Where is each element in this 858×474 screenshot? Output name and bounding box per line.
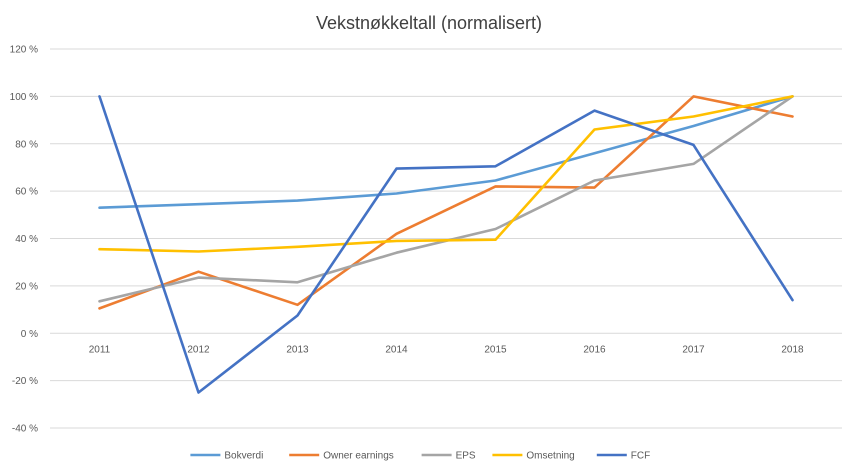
series-line-fcf [98, 95, 794, 394]
x-tick-label: 2018 [781, 344, 804, 355]
x-tick-label: 2016 [583, 344, 606, 355]
series-line-omsetning [98, 95, 794, 253]
gridlines [50, 48, 842, 429]
chart-title: Vekstnøkkeltall (normalisert) [316, 13, 542, 33]
legend-label: Omsetning [526, 451, 574, 462]
x-axis-ticks: 2011 2012 2013 2014 2015 2016 2017 2018 [89, 344, 804, 355]
legend-item: Omsetning [492, 451, 575, 462]
y-axis-ticks: 120 % 100 % 80 % 60 % 40 % 20 % 0 % -20 % -40 % [10, 45, 38, 435]
x-tick-label: 2012 [187, 344, 210, 355]
y-tick-label: 40 % [15, 234, 38, 245]
y-tick-label: 20 % [15, 281, 38, 292]
legend-label: EPS [456, 451, 476, 462]
legend-item: Owner earnings [289, 451, 394, 462]
y-tick-label: 60 % [15, 187, 38, 198]
legend-item: FCF [596, 451, 650, 462]
legend: Bokverdi Owner earnings EPS Omsetning FCF [190, 451, 650, 462]
y-tick-label: -20 % [12, 376, 38, 387]
legend-label: Bokverdi [224, 451, 263, 462]
y-tick-label: -40 % [12, 424, 38, 435]
y-tick-label: 80 % [15, 139, 38, 150]
legend-label: FCF [631, 451, 650, 462]
y-tick-label: 100 % [10, 92, 38, 103]
series-lines [98, 95, 794, 394]
x-tick-label: 2015 [484, 344, 507, 355]
x-tick-label: 2014 [385, 344, 408, 355]
x-tick-label: 2011 [89, 344, 111, 355]
series-line-bokverdi [98, 95, 794, 209]
legend-label: Owner earnings [323, 451, 394, 462]
y-tick-label: 120 % [10, 45, 38, 56]
y-tick-label: 0 % [21, 329, 38, 340]
x-tick-label: 2017 [682, 344, 705, 355]
legend-item: EPS [421, 451, 476, 462]
x-tick-label: 2013 [286, 344, 309, 355]
legend-item: Bokverdi [190, 451, 263, 462]
